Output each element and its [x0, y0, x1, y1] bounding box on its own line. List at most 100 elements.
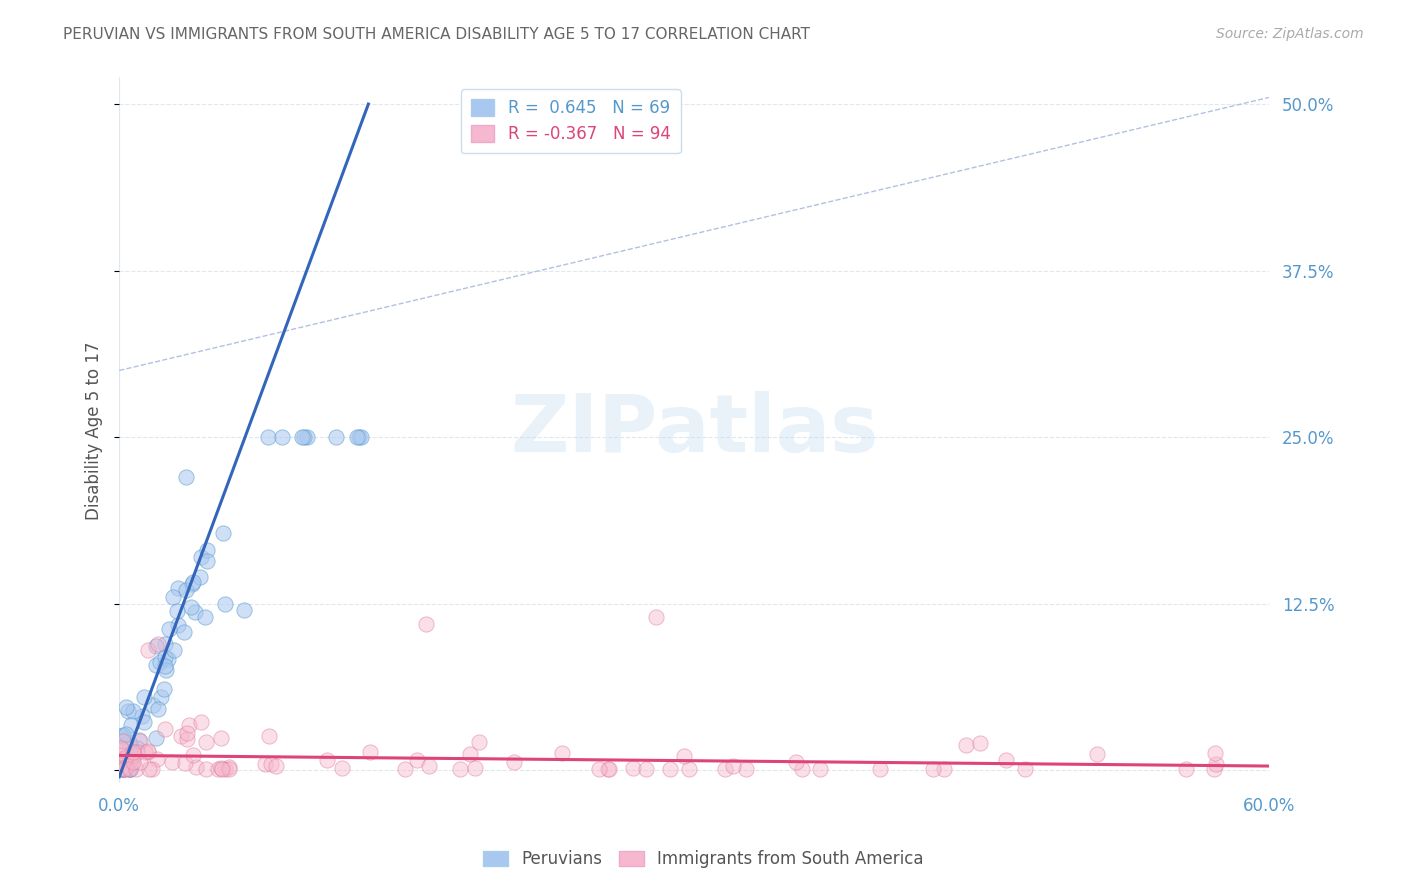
Point	[181, 747, 204, 762]
Point	[117, 704, 139, 718]
Point	[181, 576, 204, 591]
Point	[157, 652, 180, 666]
Point	[176, 583, 198, 598]
Point	[1014, 762, 1036, 776]
Point	[115, 699, 138, 714]
Point	[136, 744, 159, 758]
Point	[128, 733, 150, 747]
Point	[869, 762, 891, 776]
Point	[176, 732, 198, 747]
Point	[134, 714, 156, 729]
Point	[146, 752, 169, 766]
Point	[142, 698, 165, 712]
Point	[266, 759, 288, 773]
Point	[209, 761, 232, 775]
Point	[346, 430, 368, 444]
Point	[598, 762, 620, 776]
Point	[1202, 762, 1225, 776]
Point	[195, 543, 218, 558]
Point	[316, 753, 339, 767]
Point	[166, 581, 188, 595]
Point	[170, 729, 193, 743]
Point	[179, 718, 201, 732]
Point	[195, 553, 218, 567]
Point	[808, 762, 831, 776]
Point	[458, 747, 481, 762]
Point	[295, 430, 318, 444]
Point	[672, 749, 695, 764]
Point	[347, 430, 370, 444]
Point	[141, 762, 163, 776]
Point	[145, 658, 167, 673]
Point	[134, 745, 156, 759]
Point	[111, 762, 134, 776]
Text: PERUVIAN VS IMMIGRANTS FROM SOUTH AMERICA DISABILITY AGE 5 TO 17 CORRELATION CHA: PERUVIAN VS IMMIGRANTS FROM SOUTH AMERIC…	[63, 27, 810, 42]
Point	[118, 762, 141, 776]
Point	[122, 746, 145, 760]
Point	[110, 740, 132, 755]
Point	[129, 756, 152, 770]
Point	[260, 756, 283, 771]
Point	[934, 762, 956, 776]
Point	[195, 735, 218, 749]
Point	[257, 430, 280, 444]
Point	[136, 643, 159, 657]
Point	[125, 745, 148, 759]
Point	[1085, 747, 1108, 761]
Point	[120, 740, 142, 755]
Point	[994, 753, 1017, 767]
Text: Source: ZipAtlas.com: Source: ZipAtlas.com	[1216, 27, 1364, 41]
Point	[636, 762, 658, 776]
Point	[112, 762, 135, 776]
Point	[146, 636, 169, 650]
Point	[350, 430, 373, 444]
Point	[155, 637, 177, 651]
Point	[325, 430, 347, 444]
Point	[621, 761, 644, 775]
Point	[117, 751, 139, 765]
Point	[118, 762, 141, 776]
Point	[290, 430, 312, 444]
Text: ZIPatlas: ZIPatlas	[510, 392, 879, 469]
Point	[1204, 746, 1226, 760]
Point	[232, 603, 254, 617]
Point	[145, 639, 167, 653]
Point	[122, 750, 145, 764]
Point	[110, 759, 132, 773]
Point	[790, 762, 813, 776]
Point	[330, 761, 353, 775]
Point	[218, 762, 240, 776]
Legend: R =  0.645   N = 69, R = -0.367   N = 94: R = 0.645 N = 69, R = -0.367 N = 94	[461, 89, 681, 153]
Point	[174, 756, 197, 770]
Point	[110, 762, 132, 776]
Point	[118, 734, 141, 748]
Point	[588, 762, 610, 776]
Point	[644, 610, 666, 624]
Point	[922, 762, 945, 776]
Point	[145, 731, 167, 746]
Point	[155, 650, 177, 665]
Point	[181, 575, 204, 590]
Point	[114, 762, 136, 776]
Point	[115, 749, 138, 764]
Point	[153, 659, 176, 673]
Point	[214, 762, 236, 776]
Point	[503, 755, 526, 769]
Point	[259, 729, 281, 743]
Point	[180, 599, 202, 614]
Point	[129, 734, 152, 748]
Point	[155, 722, 177, 736]
Point	[163, 642, 186, 657]
Point	[184, 759, 207, 773]
Point	[394, 762, 416, 776]
Point	[167, 618, 190, 632]
Point	[118, 752, 141, 766]
Point	[122, 704, 145, 718]
Point	[146, 702, 169, 716]
Point	[211, 526, 233, 541]
Point	[115, 758, 138, 772]
Point	[153, 682, 176, 697]
Point	[406, 753, 429, 767]
Point	[134, 690, 156, 705]
Point	[598, 762, 620, 776]
